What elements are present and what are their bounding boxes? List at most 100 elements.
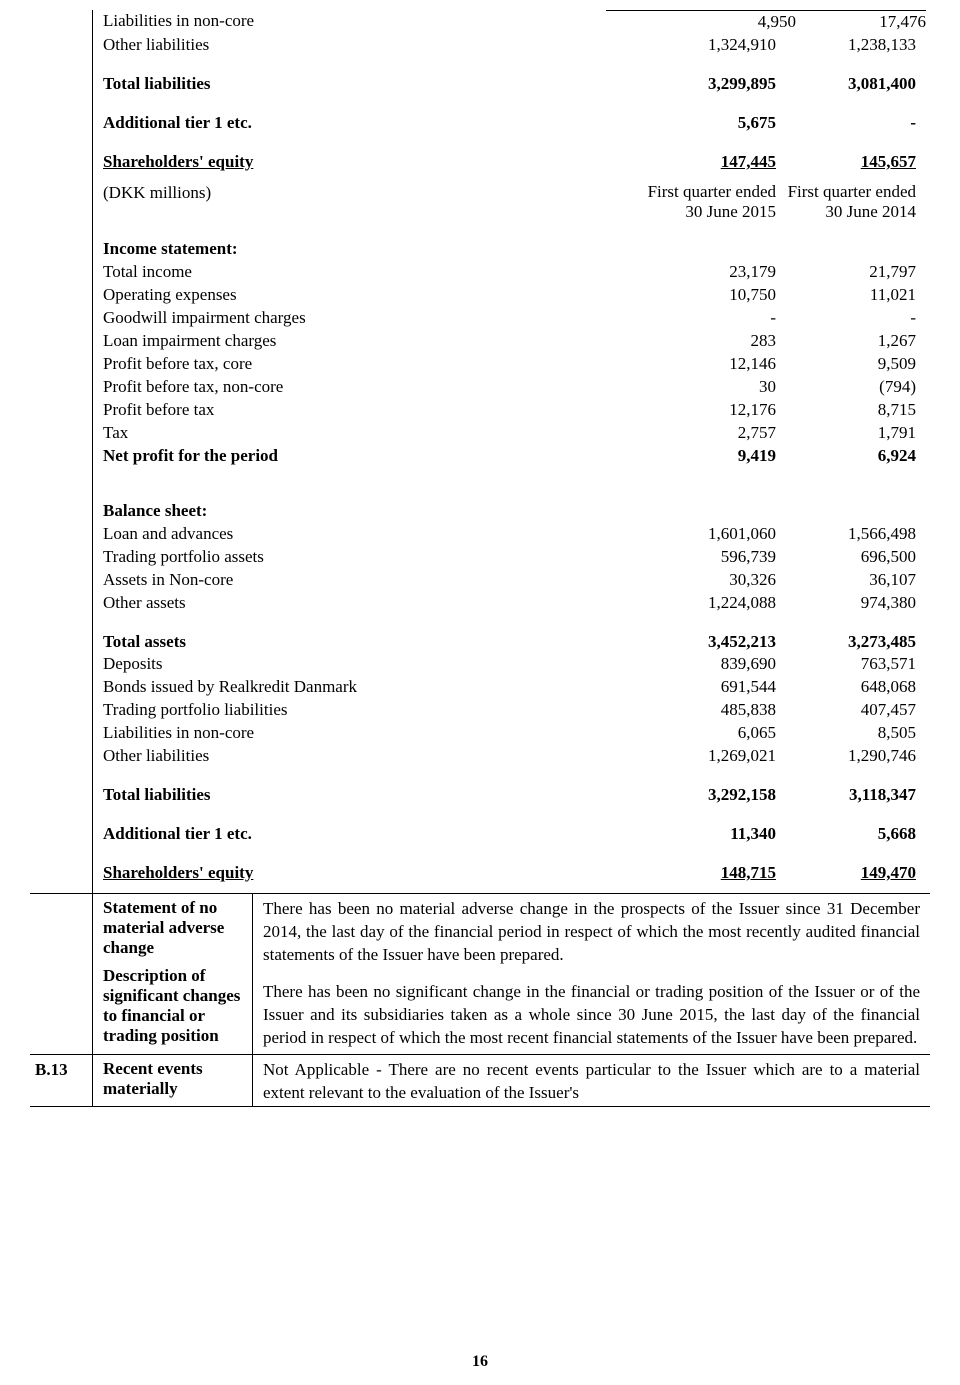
income-heading-row: Income statement: [103,238,916,261]
balance-heading-row: Balance sheet: [103,500,916,523]
balance-rows2: Deposits839,690763,571Bonds issued by Re… [103,653,916,768]
fin-header-c1: First quarter ended 30 June 2015 [586,182,786,223]
fin-row: Other assets1,224,088974,380 [103,592,916,615]
fin-label: Deposits [103,653,586,676]
fin-c2: 9,509 [786,353,916,376]
fin-label: Trading portfolio liabilities [103,699,586,722]
fin-row: Goodwill impairment charges-- [103,307,916,330]
page: Liabilities in non-core 4,950 17,476 Oth… [0,0,960,1385]
fin-row: Assets in Non-core30,32636,107 [103,569,916,592]
b13-desc: Recent events materially [103,1059,244,1099]
fin-c1: 5,675 [586,112,786,135]
fin-c1: 1,269,021 [586,745,786,768]
fin-c2: - [786,112,916,135]
fin-c1: - [586,307,786,330]
fin-header-row: (DKK millions) First quarter ended 30 Ju… [103,182,916,223]
fin-c1: 147,445 [586,151,786,174]
fin-c2: 8,715 [786,399,916,422]
fin-row: Trading portfolio assets596,739696,500 [103,546,916,569]
fin-c1: 10,750 [586,284,786,307]
fin-c1: 9,419 [586,445,786,468]
page-number: 16 [0,1353,960,1371]
fin-label: Profit before tax, core [103,353,586,376]
fin-row: Total income23,17921,797 [103,261,916,284]
sh-equity-row2: Shareholders' equity 148,715 149,470 [103,862,916,885]
fin-c1: 148,715 [586,862,786,885]
fin-label: Total assets [103,631,586,654]
fin-c1: 4,950 [606,10,806,34]
fin-label: Operating expenses [103,284,586,307]
fin-label: Other liabilities [103,745,586,768]
fin-c1: 691,544 [586,676,786,699]
fin-c2: 5,668 [786,823,916,846]
fin-row: Liabilities in non-core 4,950 17,476 [103,10,916,34]
desc-cell-statement: Statement of no material adverse change … [93,893,253,1054]
add-tier-row2: Additional tier 1 etc. 11,340 5,668 [103,823,916,846]
fin-label: Profit before tax [103,399,586,422]
fin-row: Operating expenses10,75011,021 [103,284,916,307]
desc-statement-1: Statement of no material adverse change [103,898,244,958]
fin-c2: 1,238,133 [786,34,916,57]
fin-c2: 1,267 [786,330,916,353]
fin-label: Bonds issued by Realkredit Danmark [103,676,586,699]
fin-label: Loan impairment charges [103,330,586,353]
statement-body-cell: There has been no material adverse chang… [253,893,931,1054]
fin-c2: 1,566,498 [786,523,916,546]
financial-body: Liabilities in non-core 4,950 17,476 Oth… [93,10,930,893]
fin-c2: 696,500 [786,546,916,569]
fin-c2: - [786,307,916,330]
fin-label: Total liabilities [103,784,586,807]
fin-row: Loan impairment charges2831,267 [103,330,916,353]
b13-body: Not Applicable - There are no recent eve… [253,1055,930,1107]
income-heading: Income statement: [103,238,586,261]
fin-c2: 3,118,347 [786,784,916,807]
b13-para: Not Applicable - There are no recent eve… [263,1059,920,1105]
statement-para-1: There has been no material adverse chang… [263,898,920,967]
income-net-row: Net profit for the period 9,419 6,924 [103,445,916,468]
statement-body: There has been no material adverse chang… [253,894,930,1050]
total-assets-row: Total assets 3,452,213 3,273,485 [103,631,916,654]
hdr-c1-line1: First quarter ended [648,182,776,201]
fin-row: Deposits839,690763,571 [103,653,916,676]
fin-label: Tax [103,422,586,445]
fin-c2: 648,068 [786,676,916,699]
fin-c2: 974,380 [786,592,916,615]
fin-label: Additional tier 1 etc. [103,823,586,846]
fin-label: Other assets [103,592,586,615]
code-cell-b13: B.13 [30,1054,93,1107]
fin-c2: 17,476 [796,10,926,34]
fin-label: Loan and advances [103,523,586,546]
balance-rows1: Loan and advances1,601,0601,566,498Tradi… [103,523,916,615]
fin-header-c2: First quarter ended 30 June 2014 [786,182,916,223]
hdr-c2-line1: First quarter ended [788,182,916,201]
fin-c2: 3,273,485 [786,631,916,654]
fin-row-sh-equity: Shareholders' equity 147,445 145,657 [103,151,916,174]
fin-row: Trading portfolio liabilities485,838407,… [103,699,916,722]
statement-row: Statement of no material adverse change … [30,893,930,1054]
fin-label: Total liabilities [103,73,586,96]
fin-c1: 3,299,895 [586,73,786,96]
fin-row: Loan and advances1,601,0601,566,498 [103,523,916,546]
fin-label: Other liabilities [103,34,586,57]
fin-c1: 3,452,213 [586,631,786,654]
fin-row: Other liabilities 1,324,910 1,238,133 [103,34,916,57]
statement-para-2: There has been no significant change in … [263,981,920,1050]
fin-c1: 30 [586,376,786,399]
fin-c2: 36,107 [786,569,916,592]
fin-label: Profit before tax, non-core [103,376,586,399]
hdr-c2-line2: 30 June 2014 [825,202,916,221]
fin-row: Profit before tax, core12,1469,509 [103,353,916,376]
desc-cell-b13: Recent events materially [93,1054,253,1107]
hdr-c1-line2: 30 June 2015 [685,202,776,221]
fin-row: Liabilities in non-core6,0658,505 [103,722,916,745]
fin-c1: 6,065 [586,722,786,745]
fin-label: Net profit for the period [103,445,586,468]
fin-label: Assets in Non-core [103,569,586,592]
fin-label: Total income [103,261,586,284]
fin-row: Other liabilities1,269,0211,290,746 [103,745,916,768]
fin-row-total-liab: Total liabilities 3,299,895 3,081,400 [103,73,916,96]
fin-c2: 1,791 [786,422,916,445]
fin-c2: 145,657 [786,151,916,174]
fin-header-label: (DKK millions) [103,182,586,223]
fin-c2: 763,571 [786,653,916,676]
